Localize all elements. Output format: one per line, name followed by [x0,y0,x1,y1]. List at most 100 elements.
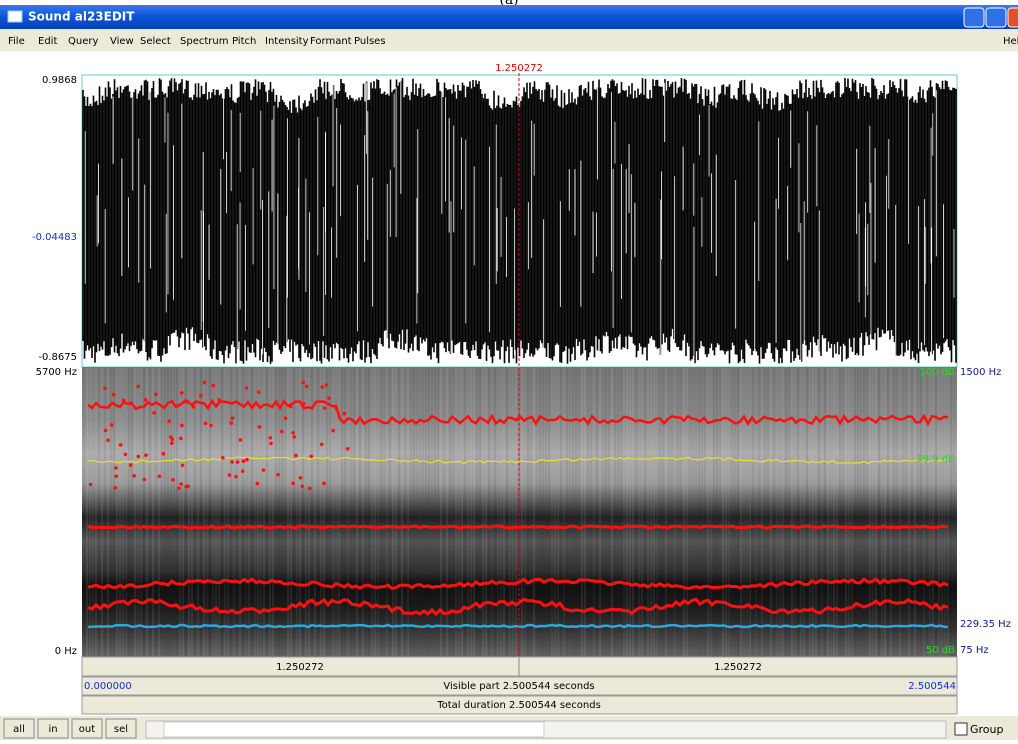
formant-point [186,484,190,489]
formant-point [229,421,234,425]
formant-point [276,472,280,477]
start-time: 0.000000 [84,681,132,692]
app-icon [7,10,23,23]
formant-point [292,435,297,439]
formant-point [142,477,147,482]
formant-track [87,597,949,617]
formant-point [136,454,141,459]
formant-point [203,421,208,426]
pitch-value: 229.35 Hz [960,619,1011,630]
formant-point [88,482,93,487]
time-bar-visible[interactable] [81,676,958,696]
formant-point [114,474,119,479]
pitch-track [87,623,949,629]
formant-point [171,478,175,482]
formant-point [103,428,108,433]
formant-point [230,416,235,421]
formant-point [240,469,245,473]
menu-item[interactable]: File [8,36,25,47]
formant-point [179,482,183,486]
zoom-button-label: all [13,724,25,735]
menu-item[interactable]: Intensity [265,36,309,47]
menu-item[interactable]: Select [140,36,171,47]
formant-point [202,380,207,385]
formant-point [191,405,196,409]
menu-item[interactable]: Query [68,36,98,47]
zoom-button[interactable] [105,718,137,739]
formant-point [255,481,260,486]
formant-point [183,399,187,403]
formant-point [345,446,350,451]
formant-track [87,524,949,530]
group-checkbox[interactable] [954,722,968,736]
menu-bar [0,29,1018,51]
formant-point [230,460,234,464]
group-label: Group [970,723,1004,736]
window-title: Sound al23EDIT [28,10,135,24]
formant-point [179,436,183,441]
formant-point [269,441,273,446]
menu-item[interactable]: Spectrum [180,36,228,47]
formant-point [198,394,203,398]
formant-point [209,423,213,428]
formant-point [268,435,273,440]
formant-point [111,392,116,397]
zoom-button[interactable] [37,718,69,739]
formant-point [109,423,114,427]
formant-point [103,386,108,391]
minimize-button[interactable] [963,7,985,28]
zoom-button-label: sel [114,724,128,735]
time-bar-total[interactable] [81,695,958,715]
spectrogram-top-freq: 5700 Hz [36,367,77,378]
menu-item[interactable]: Pulses [354,36,386,47]
formant-point [113,486,118,490]
formant-point [154,392,158,397]
maximize-button[interactable] [985,7,1007,28]
formant-point [177,486,181,491]
formant-point [322,406,327,410]
formant-point [279,429,284,434]
formant-point [261,468,266,472]
formant-point [331,428,336,433]
zoom-button-label: out [79,724,95,735]
formant-point [167,419,171,424]
spectrogram-bottom-freq: 0 Hz [55,646,77,657]
pitch-bottom: 75 Hz [960,645,989,656]
zoom-button[interactable] [71,718,103,739]
formant-point [180,423,184,428]
formant-point [245,457,249,462]
menu-item[interactable]: Formant [310,36,352,47]
scroll-thumb[interactable] [163,721,545,738]
formant-point [256,390,261,394]
formant-point [123,452,128,457]
formant-point [319,442,324,447]
formant-point [234,474,238,479]
intensity-top: 100 dB [920,367,956,378]
intensity-value: 39.9 dB [916,454,955,465]
formant-point [136,384,141,389]
waveform-cursor-value: -0.04483 [32,232,77,243]
title-bar [0,5,1018,29]
close-button[interactable] [1007,7,1018,28]
waveform-max: 0.9868 [42,75,77,86]
formant-point [334,406,339,411]
formant-point [211,383,216,388]
formant-point [342,411,347,416]
formant-point [221,456,225,460]
menu-item[interactable]: View [110,36,134,47]
formant-point [169,441,174,445]
zoom-button[interactable] [3,718,35,739]
formant-point [227,473,232,477]
formant-point [175,403,180,408]
formant-point [291,430,295,435]
formant-point [322,481,326,486]
menu-item[interactable]: Edit [38,36,57,47]
menu-item[interactable]: Help [1003,36,1018,47]
formant-point [308,486,312,491]
formant-point [179,391,184,395]
formant-point [244,386,249,390]
formant-point [217,398,222,402]
intensity-track [87,456,949,465]
menu-item[interactable]: Pitch [232,36,256,47]
